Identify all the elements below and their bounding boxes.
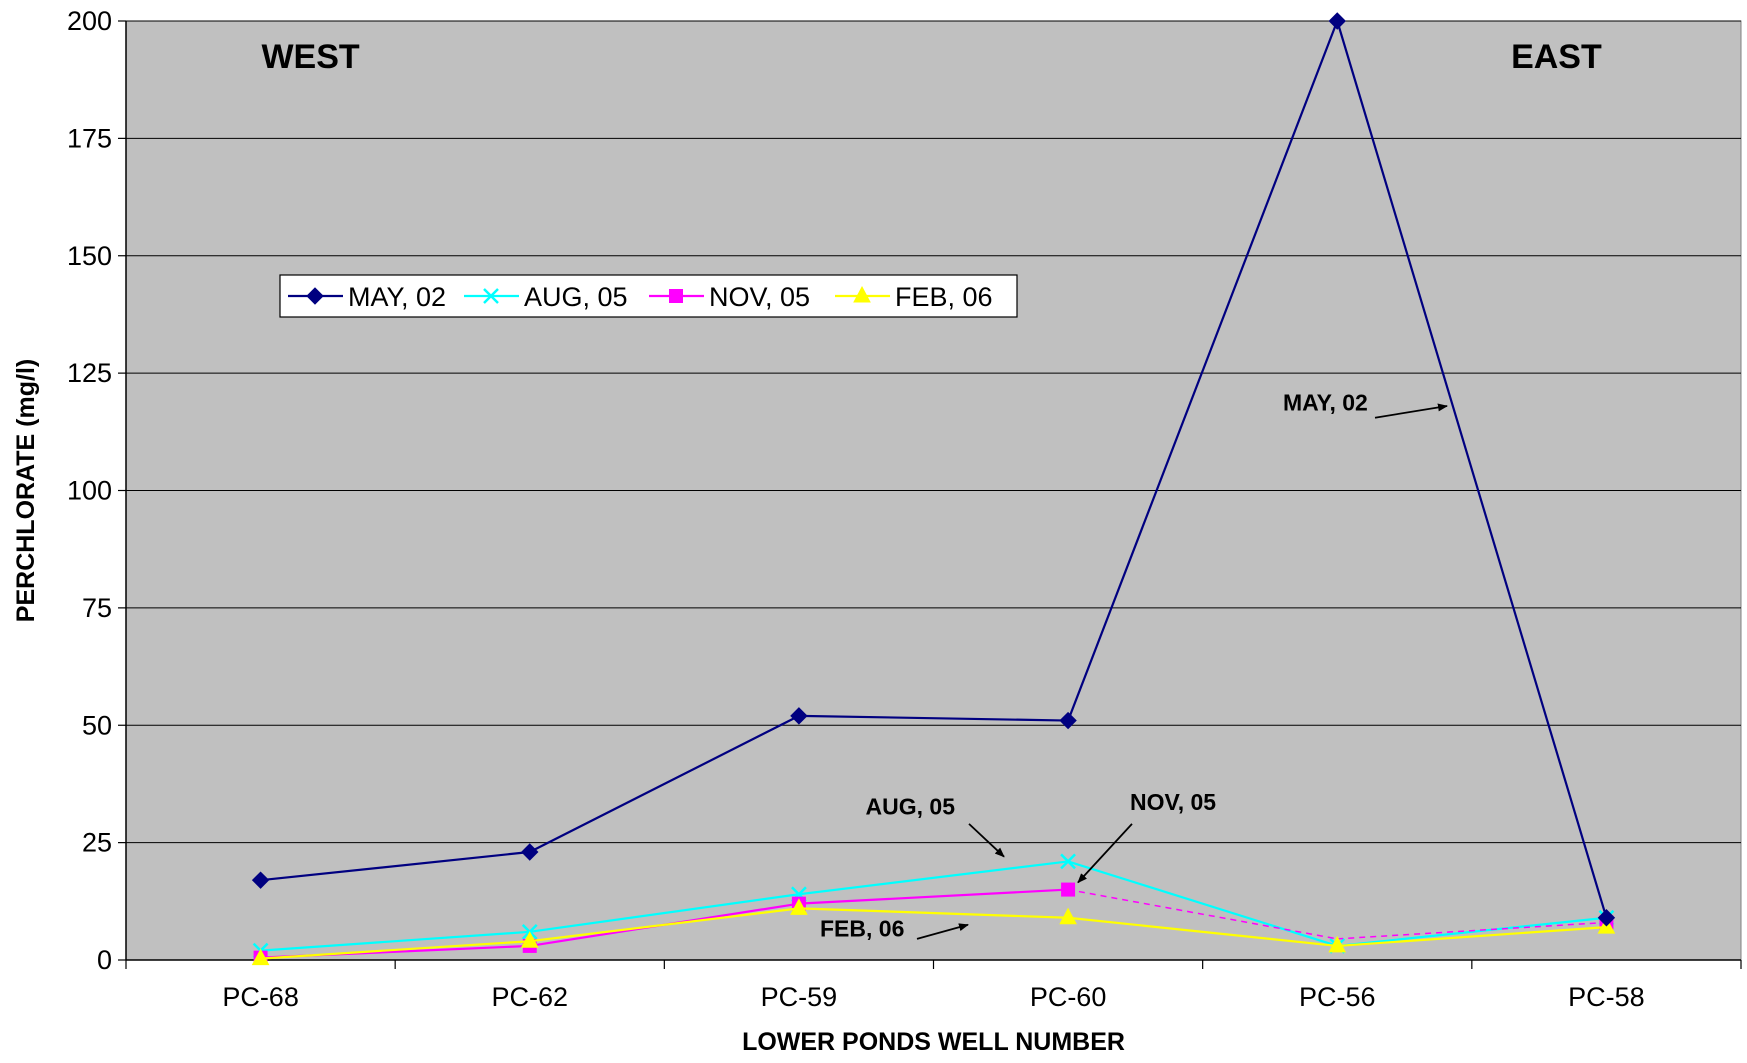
annotation-feb-06: FEB, 06 — [820, 916, 904, 942]
gridlines — [126, 20, 1741, 844]
marker-stroke — [483, 288, 499, 304]
data-point — [1060, 853, 1076, 870]
series-may-02 — [251, 12, 1616, 927]
y-tick-label: 0 — [97, 945, 112, 975]
annotation-may-02: MAY, 02 — [1283, 390, 1368, 416]
data-point — [1597, 909, 1616, 927]
series-segment — [1067, 888, 1338, 940]
series-segment — [260, 850, 530, 882]
data-point — [1328, 12, 1346, 30]
y-tick-label: 50 — [82, 710, 112, 740]
data-point — [1059, 907, 1077, 925]
legend-label-nov-05: NOV, 05 — [709, 282, 810, 312]
series-segment — [1337, 916, 1607, 948]
x-tick-label: PC-59 — [761, 982, 838, 1012]
data-point — [790, 898, 808, 915]
data-point — [1328, 935, 1347, 953]
series-segment — [798, 888, 1069, 905]
legend-label-feb-06: FEB, 06 — [895, 282, 993, 312]
y-tick-label: 175 — [67, 123, 112, 153]
y-tick-label: 75 — [82, 593, 112, 623]
data-point — [251, 948, 270, 966]
series — [251, 12, 1616, 966]
data-point — [1061, 882, 1076, 897]
x-tick-label: PC-62 — [491, 982, 568, 1012]
axes: 0 25 50 75 100 125 150 175 200 PC-68 PC-62 PC-59 PC-… — [67, 6, 1742, 1012]
legend-marker — [306, 287, 324, 305]
series-segment — [529, 907, 800, 943]
y-tick-label: 150 — [67, 241, 112, 271]
legend-label-aug-05: AUG, 05 — [524, 282, 628, 312]
annotation-arrow — [968, 823, 1005, 858]
series-segment — [798, 860, 1069, 896]
legend-marker — [853, 285, 871, 303]
y-axis-title: PERCHLORATE (mg/l) — [12, 359, 40, 622]
y-tick-label: 200 — [67, 6, 112, 36]
data-point — [1059, 711, 1077, 730]
data-point — [520, 931, 539, 948]
annotations — [916, 403, 1448, 940]
series-segment — [1067, 20, 1339, 721]
x-tick-label: PC-60 — [1030, 982, 1107, 1012]
y-tick-label: 125 — [67, 358, 112, 388]
west-label: WEST — [261, 38, 359, 76]
series-segment — [798, 907, 1069, 919]
series-segment — [1067, 916, 1338, 948]
data-point — [521, 843, 539, 861]
annotation-arrow — [1077, 823, 1133, 884]
series-segment — [529, 893, 800, 933]
series-segment — [1336, 20, 1608, 919]
marker-stroke — [1060, 853, 1076, 870]
data-point — [790, 707, 808, 725]
data-point — [251, 871, 270, 889]
annotation-arrow — [916, 923, 969, 940]
series-segment — [529, 714, 800, 853]
series-segment — [260, 930, 530, 952]
annotation-arrow — [1374, 403, 1448, 419]
series-segment — [1337, 921, 1607, 940]
x-tick-label: PC-58 — [1568, 982, 1645, 1012]
x-tick-label: PC-68 — [222, 982, 299, 1012]
y-tick-label: 25 — [82, 828, 112, 858]
annotation-nov-05: NOV, 05 — [1130, 789, 1216, 815]
annotation-aug-05: AUG, 05 — [866, 793, 956, 819]
series-segment — [1067, 860, 1338, 947]
legend-marker — [669, 289, 683, 303]
x-tick-label: PC-56 — [1299, 982, 1376, 1012]
legend: MAY, 02 AUG, 05 NOV, 05 FEB, 06 — [279, 274, 1018, 318]
east-label: EAST — [1511, 38, 1602, 76]
x-axis-title: LOWER PONDS WELL NUMBER — [742, 1028, 1125, 1056]
series-segment — [1337, 926, 1607, 948]
legend-box — [279, 274, 1018, 318]
legend-label-may-02: MAY, 02 — [348, 282, 446, 312]
legend-marker — [483, 288, 499, 304]
series-segment — [798, 714, 1069, 722]
series-segment — [260, 940, 530, 960]
y-tick-label: 100 — [67, 476, 112, 506]
